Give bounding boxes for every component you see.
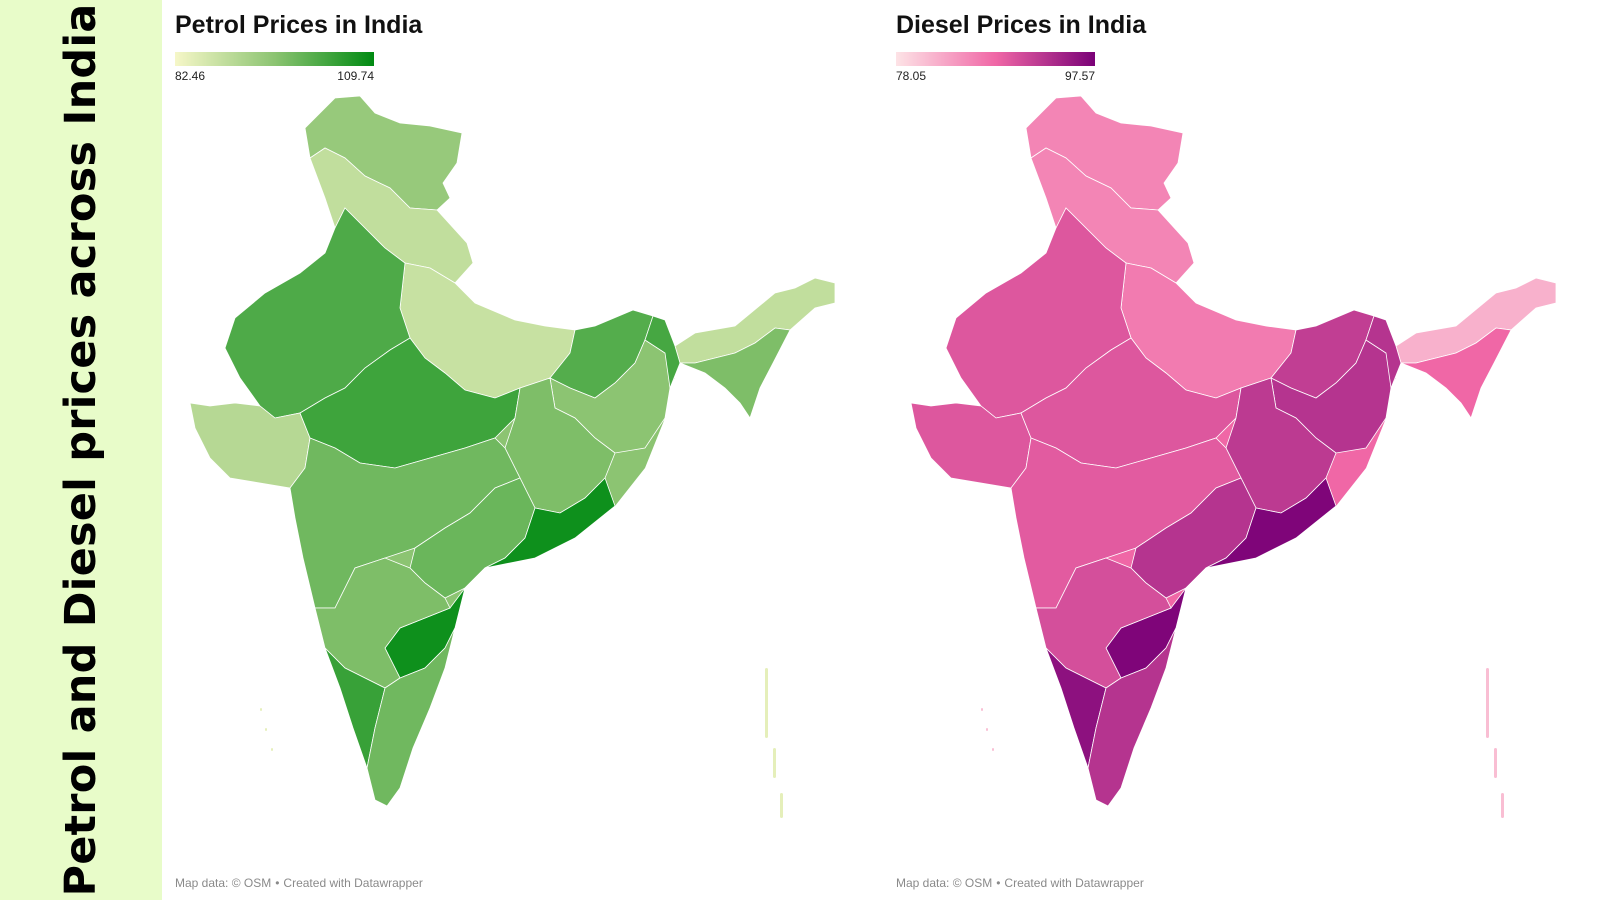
diesel-legend-gradient <box>896 52 1095 66</box>
island <box>260 708 262 711</box>
map-data-credit: Map data: © OSM <box>896 876 993 890</box>
petrol-legend-gradient <box>175 52 374 66</box>
state-region[interactable] <box>189 402 311 489</box>
petrol-map-title: Petrol Prices in India <box>175 11 423 39</box>
diesel-map-title: Diesel Prices in India <box>896 11 1147 39</box>
state-region[interactable] <box>1087 627 1177 807</box>
diesel-attribution: Map data: © OSM • Created with Datawrapper <box>896 876 1144 890</box>
side-banner: Petrol and Diesel prices across India <box>0 0 162 900</box>
map-data-credit: Map data: © OSM <box>175 876 272 890</box>
island <box>992 748 994 751</box>
island <box>780 793 783 818</box>
datawrapper-credit: Created with Datawrapper <box>1004 876 1144 890</box>
state-region[interactable] <box>366 627 456 807</box>
petrol-attribution: Map data: © OSM • Created with Datawrapper <box>175 876 423 890</box>
diesel-map-panel: Diesel Prices in India 78.05 97.57 Map d… <box>896 0 1596 900</box>
petrol-india-map <box>189 95 836 818</box>
diesel-legend-max: 97.57 <box>1064 69 1095 83</box>
island <box>1501 793 1504 818</box>
petrol-map-panel: Petrol Prices in India 82.46 109.74 Map … <box>175 0 875 900</box>
state-region[interactable] <box>910 402 1032 489</box>
state-region[interactable] <box>1365 315 1402 390</box>
diesel-india-map <box>910 95 1557 818</box>
island <box>1486 668 1489 738</box>
island <box>765 668 768 738</box>
diesel-legend-min: 78.05 <box>896 69 927 83</box>
island <box>1494 748 1497 778</box>
petrol-legend-max: 109.74 <box>337 69 374 83</box>
petrol-legend-min: 82.46 <box>175 69 206 83</box>
state-region[interactable] <box>644 315 681 390</box>
datawrapper-credit: Created with Datawrapper <box>283 876 423 890</box>
island <box>981 708 983 711</box>
island <box>986 728 988 731</box>
state-region[interactable] <box>1400 327 1512 419</box>
side-title: Petrol and Diesel prices across India <box>56 3 106 897</box>
island <box>773 748 776 778</box>
island <box>265 728 267 731</box>
island <box>271 748 273 751</box>
state-region[interactable] <box>679 327 791 419</box>
